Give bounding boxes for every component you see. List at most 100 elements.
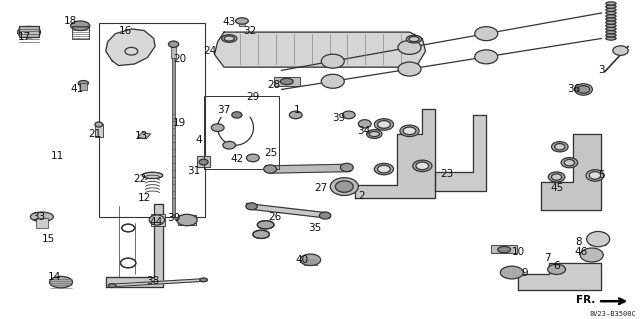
Ellipse shape xyxy=(120,258,136,268)
Bar xyxy=(274,77,300,86)
Bar xyxy=(95,124,102,137)
Ellipse shape xyxy=(199,159,208,165)
Text: 41: 41 xyxy=(70,85,84,94)
Text: 7: 7 xyxy=(544,253,550,263)
Ellipse shape xyxy=(223,141,236,149)
Text: 34: 34 xyxy=(357,126,370,136)
Ellipse shape xyxy=(606,34,616,37)
Ellipse shape xyxy=(49,276,72,288)
Ellipse shape xyxy=(400,125,419,137)
Polygon shape xyxy=(109,278,206,287)
Text: 1: 1 xyxy=(294,105,301,115)
Ellipse shape xyxy=(613,46,628,56)
Ellipse shape xyxy=(575,84,593,95)
Text: 2: 2 xyxy=(358,191,365,201)
Ellipse shape xyxy=(70,21,90,31)
Bar xyxy=(304,259,317,265)
Ellipse shape xyxy=(177,214,197,226)
Text: 22: 22 xyxy=(133,174,147,184)
Bar xyxy=(239,21,245,26)
Bar xyxy=(178,215,196,225)
Text: FR.: FR. xyxy=(575,295,595,305)
Text: 10: 10 xyxy=(511,247,525,257)
Text: 26: 26 xyxy=(269,212,282,222)
Polygon shape xyxy=(266,164,351,173)
Ellipse shape xyxy=(606,8,616,11)
Bar xyxy=(590,239,607,246)
Bar xyxy=(204,96,279,169)
Text: 44: 44 xyxy=(149,217,163,226)
Ellipse shape xyxy=(606,21,616,24)
Ellipse shape xyxy=(321,54,344,68)
Ellipse shape xyxy=(409,37,419,42)
Ellipse shape xyxy=(335,181,353,192)
Ellipse shape xyxy=(586,170,604,181)
Ellipse shape xyxy=(321,74,344,88)
Text: 21: 21 xyxy=(88,129,102,139)
Ellipse shape xyxy=(606,24,616,27)
Ellipse shape xyxy=(211,124,224,131)
Ellipse shape xyxy=(398,41,421,55)
Ellipse shape xyxy=(369,131,380,137)
Ellipse shape xyxy=(358,120,371,128)
Ellipse shape xyxy=(564,160,575,166)
Ellipse shape xyxy=(330,178,358,196)
Bar xyxy=(72,26,88,39)
Ellipse shape xyxy=(378,165,390,173)
Polygon shape xyxy=(197,156,210,167)
Ellipse shape xyxy=(413,160,432,172)
Text: 11: 11 xyxy=(51,151,65,161)
Ellipse shape xyxy=(253,230,269,239)
Bar xyxy=(171,45,176,58)
Ellipse shape xyxy=(374,119,394,130)
Ellipse shape xyxy=(552,174,562,180)
Text: 4: 4 xyxy=(195,135,202,145)
Polygon shape xyxy=(106,29,155,66)
Text: 16: 16 xyxy=(118,26,132,35)
Ellipse shape xyxy=(561,158,578,168)
Ellipse shape xyxy=(498,247,511,253)
Text: 3: 3 xyxy=(598,65,605,75)
Ellipse shape xyxy=(342,111,355,119)
Ellipse shape xyxy=(606,31,616,34)
Ellipse shape xyxy=(406,35,422,43)
Ellipse shape xyxy=(577,85,590,93)
Ellipse shape xyxy=(289,111,302,119)
Ellipse shape xyxy=(367,130,382,138)
Text: 45: 45 xyxy=(550,183,563,193)
Text: 27: 27 xyxy=(315,183,328,193)
Ellipse shape xyxy=(606,15,616,18)
Ellipse shape xyxy=(589,172,601,179)
Text: 12: 12 xyxy=(138,193,151,203)
Text: 13: 13 xyxy=(134,130,148,141)
Ellipse shape xyxy=(587,232,610,247)
Text: 24: 24 xyxy=(204,46,217,56)
Ellipse shape xyxy=(78,80,88,85)
Text: 35: 35 xyxy=(308,223,321,233)
Ellipse shape xyxy=(122,224,134,232)
Text: 31: 31 xyxy=(188,166,201,176)
Ellipse shape xyxy=(606,2,616,5)
Text: 43: 43 xyxy=(223,17,236,27)
Ellipse shape xyxy=(548,264,566,274)
Bar xyxy=(36,218,47,228)
Text: 15: 15 xyxy=(42,234,55,244)
Text: 19: 19 xyxy=(173,118,186,128)
Text: 8: 8 xyxy=(575,237,582,247)
Text: 17: 17 xyxy=(18,32,31,42)
Text: 30: 30 xyxy=(168,213,180,223)
Ellipse shape xyxy=(257,221,274,229)
Ellipse shape xyxy=(606,11,616,15)
Ellipse shape xyxy=(232,112,242,118)
Ellipse shape xyxy=(200,278,207,282)
Polygon shape xyxy=(435,115,486,191)
Text: 40: 40 xyxy=(296,255,308,265)
Ellipse shape xyxy=(319,212,331,219)
Ellipse shape xyxy=(378,121,390,128)
Bar xyxy=(172,42,175,217)
Text: 29: 29 xyxy=(246,93,259,102)
Bar xyxy=(506,271,518,277)
Text: 23: 23 xyxy=(440,169,453,179)
Bar xyxy=(19,26,38,37)
Ellipse shape xyxy=(475,27,498,41)
